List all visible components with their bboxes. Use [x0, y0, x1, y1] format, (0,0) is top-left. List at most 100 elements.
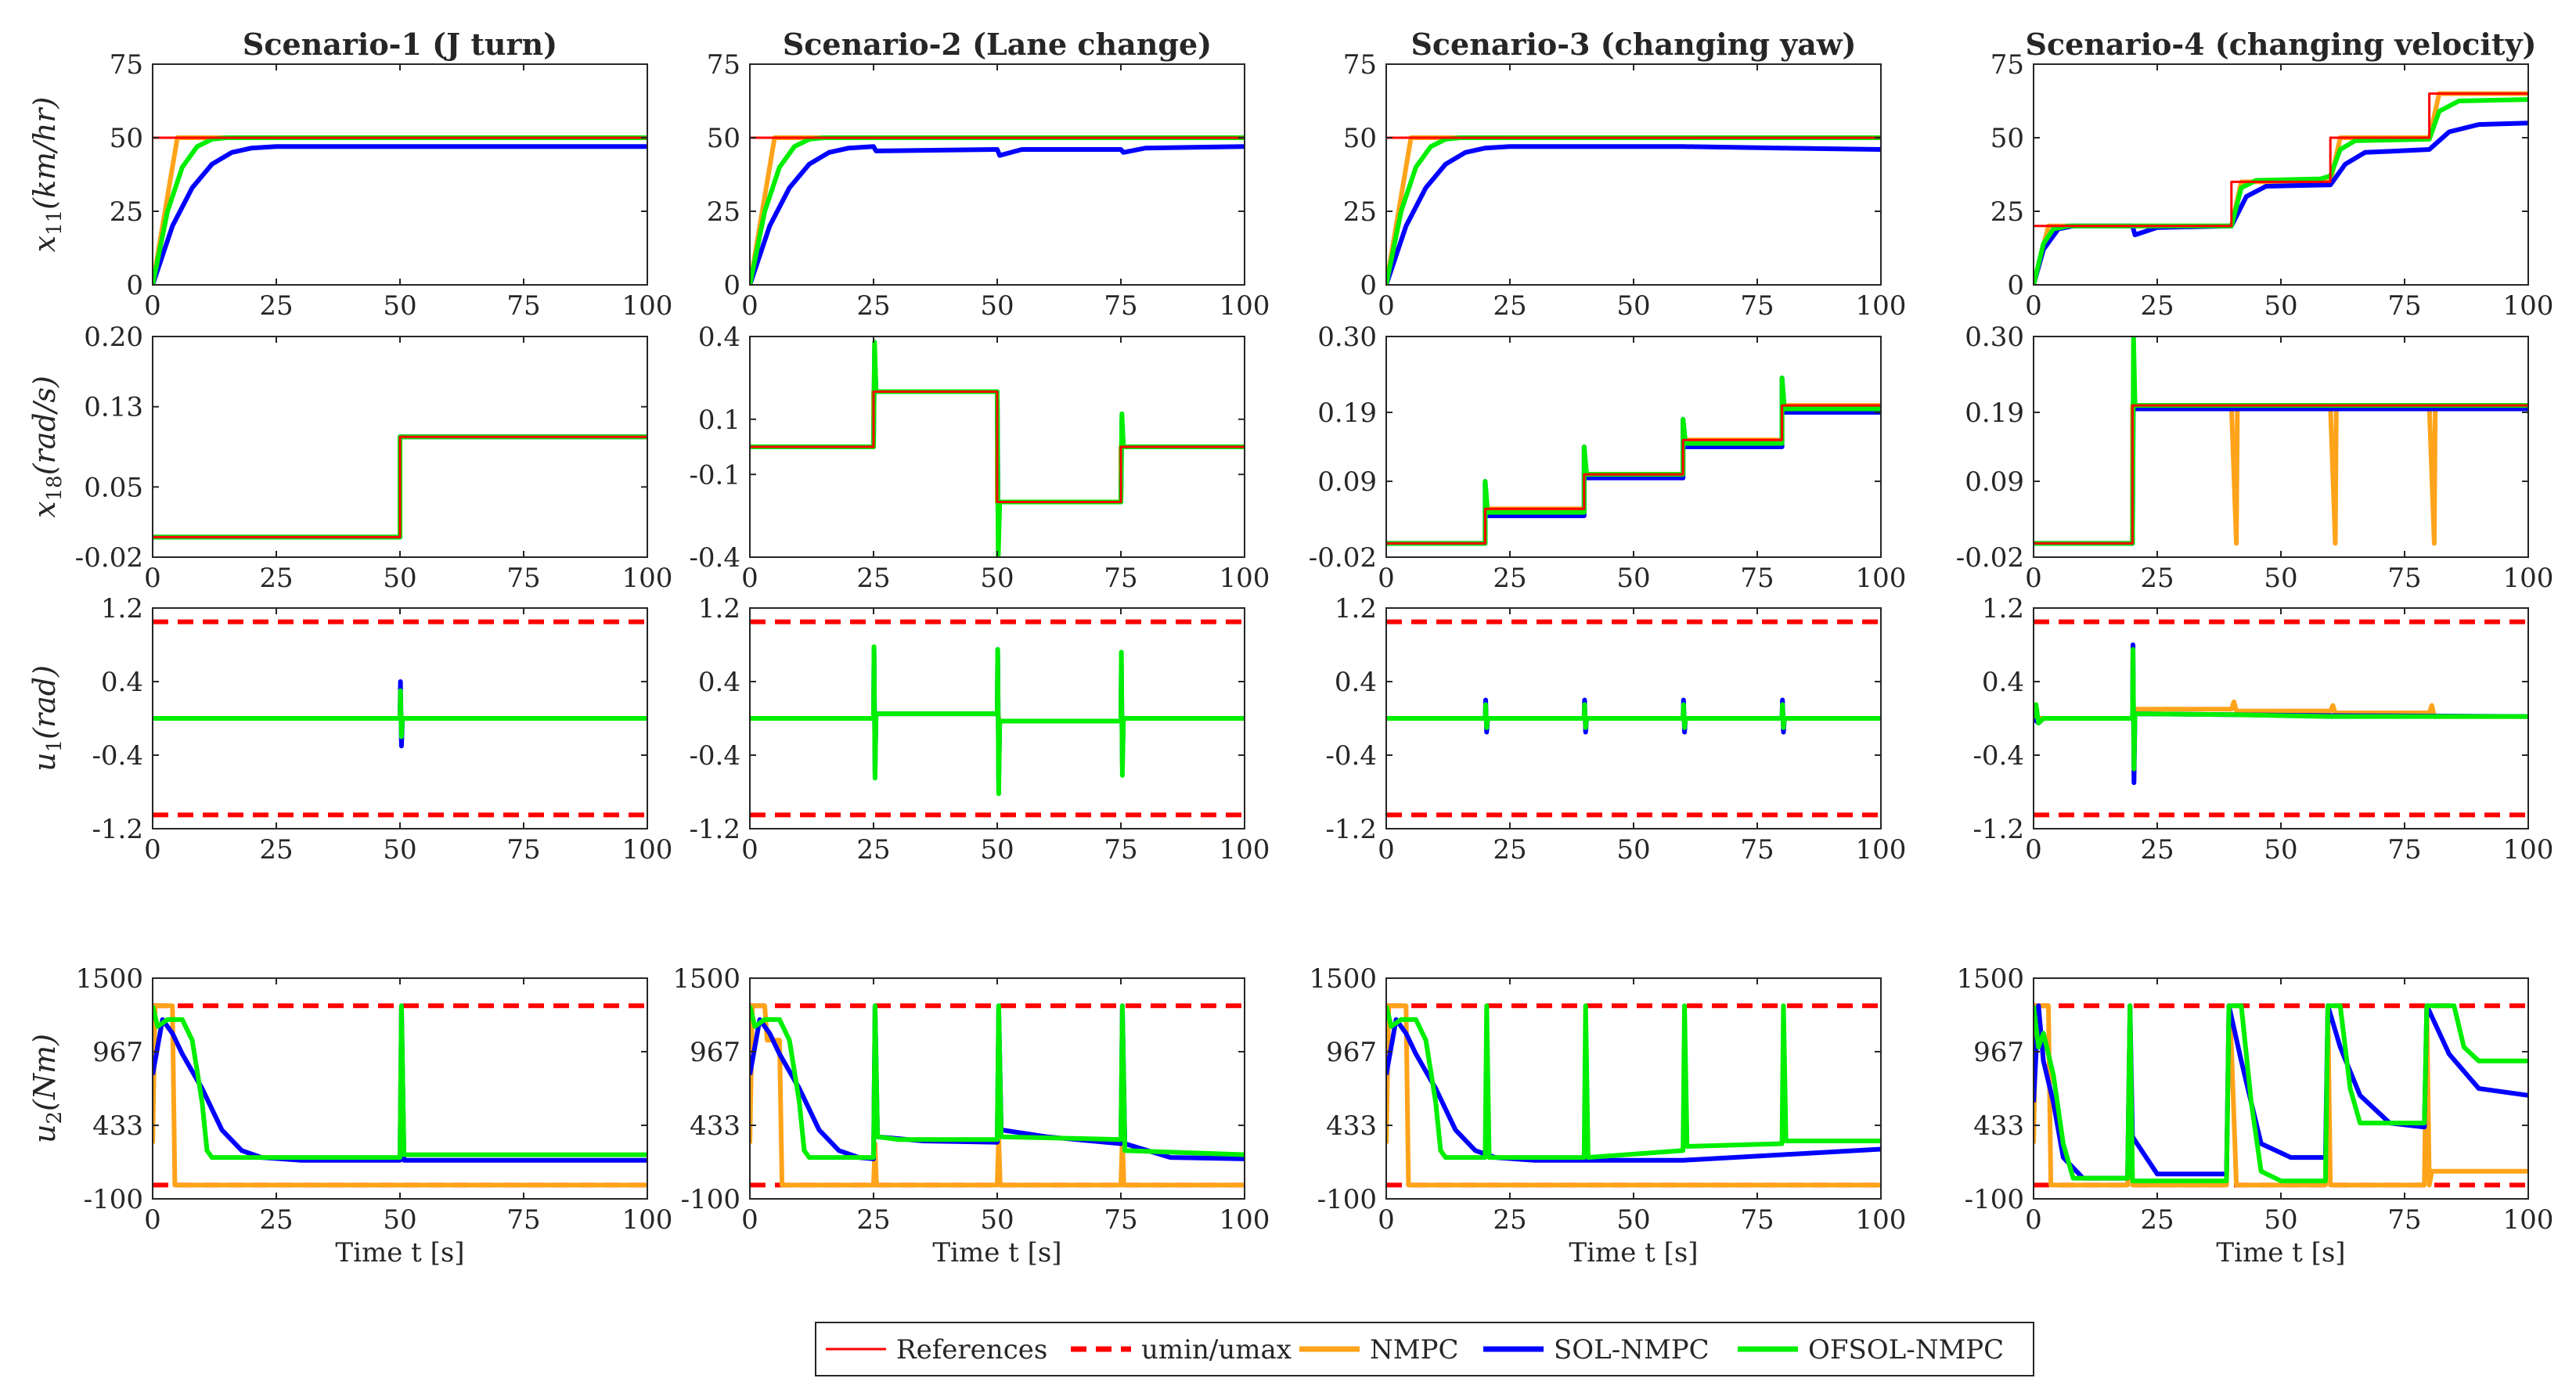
y-tick-label: 25	[1991, 196, 2024, 228]
y-tick-label: 0	[2007, 270, 2024, 301]
plot-area	[1386, 336, 1881, 557]
x-tick-label: 100	[1856, 1204, 1907, 1236]
x-tick-label: 50	[1616, 1204, 1650, 1236]
series-sol-nmpc	[1386, 144, 1881, 285]
y-tick-label: 0	[723, 270, 740, 301]
x-tick-label: 25	[259, 290, 293, 322]
plot-lines	[1386, 375, 1881, 546]
series-ofsol-nmpc	[750, 644, 1245, 797]
x-tick-label: 50	[2264, 834, 2297, 865]
x-tick-label: 50	[1616, 290, 1650, 322]
y-tick-label: 0.4	[1982, 667, 2024, 698]
x-tick-label: 100	[622, 563, 673, 594]
x-tick-label: 25	[259, 1204, 293, 1236]
series-ofsol-nmpc	[1386, 1003, 1881, 1160]
x-tick-label: 0	[1378, 834, 1395, 865]
subplot-x18-scenario-2: 0 25 50 75 100 -0.4 -0.1 0.1 0.4	[689, 322, 1270, 594]
x-tick-label: 75	[1740, 834, 1774, 865]
x-tick-label: 75	[506, 1204, 540, 1236]
y-tick-label: 0.19	[1965, 398, 2024, 429]
x-tick-label: 25	[856, 1204, 890, 1236]
subplot-u2-scenario-4: 0 25 50 75 100 -100 433 967 1500 Time t [s]	[1956, 963, 2553, 1268]
series-sol-nmpc	[2034, 1003, 2528, 1181]
plot-area	[1386, 64, 1881, 285]
y-tick-label: 50	[110, 123, 143, 154]
x-tick-label: 75	[2387, 834, 2421, 865]
plot-lines	[1386, 135, 1881, 285]
series-ofsol-nmpc	[2034, 646, 2528, 772]
x-tick-label: 50	[980, 1204, 1014, 1236]
y-tick-label: -0.4	[689, 542, 740, 574]
y-tick-label: 967	[690, 1037, 740, 1068]
x-tick-label: 0	[144, 1204, 161, 1236]
x-tick-label: 0	[144, 563, 161, 594]
y-tick-label: 967	[1326, 1037, 1377, 1068]
y-tick-label: 75	[707, 49, 740, 81]
legend-label-umin-umax: umin/umax	[1141, 1334, 1292, 1366]
y-tick-label: 50	[1991, 123, 2024, 154]
y-tick-label: -1.2	[1973, 814, 2024, 845]
plot-lines	[2034, 1003, 2528, 1188]
y-tick-label: -0.02	[1309, 542, 1377, 574]
x-tick-label: 0	[2025, 563, 2042, 594]
y-tick-label: -1.2	[92, 814, 143, 845]
x-tick-label: 25	[856, 290, 890, 322]
y-tick-label: 967	[1973, 1037, 2024, 1068]
y-tick-label: 433	[1973, 1110, 2024, 1142]
y-tick-label: 0.30	[1317, 322, 1377, 353]
x-tick-label: 75	[1740, 563, 1774, 594]
x-tick-label: 75	[1104, 834, 1137, 865]
x-tick-label: 75	[506, 834, 540, 865]
subplot-u1-scenario-1: 0 25 50 75 100 -1.2 -0.4 0.4 1.2	[92, 593, 672, 865]
y-tick-label: -0.02	[75, 542, 143, 574]
y-axis-label: x18(rad/s)	[27, 376, 67, 518]
y-tick-label: 0	[1360, 270, 1377, 301]
x-tick-label: 75	[1104, 290, 1137, 322]
plot-lines	[153, 135, 647, 285]
y-tick-label: 433	[92, 1110, 143, 1142]
x-tick-label: 25	[1493, 1204, 1526, 1236]
series-ofsol-nmpc	[2034, 1003, 2528, 1184]
y-tick-label: 25	[707, 196, 740, 228]
x-tick-label: 100	[622, 834, 673, 865]
x-tick-label: 50	[980, 290, 1014, 322]
x-tick-label: 50	[2264, 563, 2297, 594]
x-tick-label: 100	[1856, 834, 1907, 865]
y-tick-label: 0.20	[84, 322, 143, 353]
series-ofsol-nmpc	[153, 688, 647, 739]
x-tick-label: 25	[259, 834, 293, 865]
y-tick-label: 0.4	[1335, 667, 1377, 698]
subplot-x18-scenario-4: 0 25 50 75 100 -0.02 0.09 0.19 0.30	[1956, 322, 2554, 594]
subplot-x11-scenario-4: 0 25 50 75 100 0 25 50 75	[1991, 49, 2554, 322]
legend-label-nmpc: NMPC	[1370, 1334, 1458, 1366]
y-tick-label: -1.2	[689, 814, 740, 845]
plot-area	[153, 64, 647, 285]
plot-lines	[2034, 91, 2528, 285]
subplot-x11-scenario-2: 0 25 50 75 100 0 25 50 75	[707, 49, 1270, 322]
y-tick-label: -100	[1317, 1184, 1377, 1215]
y-tick-label: -0.4	[92, 740, 143, 772]
x-tick-label: 0	[741, 290, 758, 322]
plot-lines	[750, 619, 1245, 818]
legend-label-sol-nmpc: SOL-NMPC	[1554, 1334, 1710, 1366]
y-tick-label: 1500	[75, 963, 143, 995]
subplot-u2-scenario-2: 0 25 50 75 100 -100 433 967 1500 Time t [s]	[672, 963, 1270, 1268]
y-tick-label: 1.2	[1982, 593, 2024, 624]
x-tick-label: 0	[741, 563, 758, 594]
subplot-x18-scenario-1: 0 25 50 75 100 -0.02 0.05 0.13 0.20	[75, 322, 673, 594]
x-tick-label: 100	[1856, 563, 1907, 594]
subplot-x18-scenario-3: 0 25 50 75 100 -0.02 0.09 0.19 0.30	[1309, 322, 1907, 594]
plot-grid: Scenario-1 (J turn) Scenario-2 (Lane chan…	[27, 27, 2553, 1268]
plot-area	[2034, 336, 2528, 557]
x-tick-label: 75	[506, 563, 540, 594]
x-tick-label: 75	[2387, 563, 2421, 594]
subplot-u1-scenario-2: 0 25 50 75 100 -1.2 -0.4 0.4 1.2	[689, 593, 1270, 865]
y-tick-label: 1500	[1309, 963, 1377, 995]
x-tick-label: 75	[2387, 290, 2421, 322]
x-tick-label: 25	[856, 563, 890, 594]
x-tick-label: 50	[383, 290, 416, 322]
y-tick-label: 25	[110, 196, 143, 228]
series-reference	[2034, 92, 2528, 228]
x-axis-label: Time t [s]	[932, 1237, 1061, 1268]
